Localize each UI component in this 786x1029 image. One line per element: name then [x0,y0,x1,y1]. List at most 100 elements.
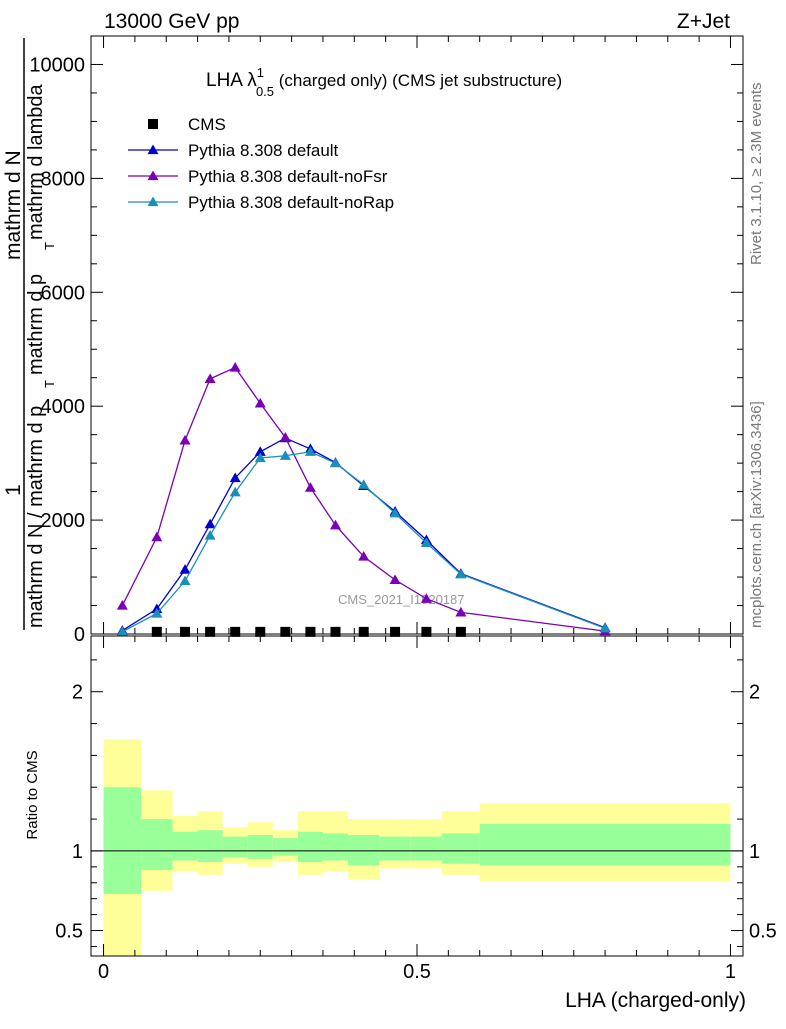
main-ytick-label: 4000 [41,396,86,418]
series-point [254,446,266,456]
series-point [389,574,401,585]
main-ytick-labels: 0 2000 4000 6000 8000 10000 [29,54,85,646]
chart-title: LHA λ1 0.5 (charged only) (CMS jet substr… [206,65,562,99]
series-point [229,472,241,483]
ylabel-sub-t-2: T [42,242,57,250]
legend-entry: Pythia 8.308 default-noFsr [128,167,388,186]
data-point [180,626,191,637]
main-ylabel: 1 mathrm d N / mathrm d p T mathrm d N m… [2,38,57,630]
series-point [304,482,316,492]
ratio-ytick-label-right: 1 [749,841,760,863]
data-point [330,626,341,637]
main-ytick-label: 0 [74,624,85,646]
data-point [205,626,216,637]
data-point [421,626,432,637]
ratio-bands [91,739,743,956]
x-tick-label: 1 [725,961,736,983]
ratio-frame [90,635,744,957]
ratio-green-band [247,835,273,859]
ratio-green-band [103,787,142,894]
series-point [358,551,370,561]
data-point [280,626,291,637]
ratio-ytick-label: 1 [72,841,83,863]
ratio-green-band [297,831,323,863]
series-point [116,600,128,610]
ratio-ytick-label-right: 0.5 [749,921,777,943]
ylabel-dlambda: mathrm d lambda [25,84,47,240]
ylabel-denominator: mathrm d N / mathrm d p [25,406,47,628]
series-3 [116,446,611,636]
legend-marker [147,196,159,207]
ratio-green-band [272,838,298,856]
ylabel-sub-t-1: T [42,380,57,388]
series-point [204,373,216,383]
x-axis-label: LHA (charged-only) [565,989,746,1012]
series-line [121,366,606,632]
series-point [455,568,467,579]
ratio-green-band [322,833,349,861]
series-point [116,626,128,636]
mcplots-label: mcplots.cern.ch [arXiv:1306.3436] [748,401,765,628]
series-point [420,593,432,603]
legend-marker [147,170,159,181]
series-point [455,606,467,617]
legend-marker [147,144,159,155]
series-point [599,622,611,633]
ratio-ytick-label: 0.5 [55,921,83,943]
legend-label: Pythia 8.308 default-noRap [188,193,394,212]
legend-label: Pythia 8.308 default-noFsr [188,167,388,186]
series-point [179,575,191,586]
series-point [330,519,341,530]
main-ytick-label: 2000 [41,510,86,532]
ratio-green-band [379,836,411,861]
series-point [179,564,191,574]
ratio-green-band [141,819,173,871]
title-rest: (charged only) (CMS jet substructure) [274,71,562,90]
legend-label: CMS [188,115,226,134]
x-tick-label: 0 [98,961,109,983]
main-ytick-label: 6000 [41,282,86,304]
series-point [254,452,266,463]
ylabel-dpt: mathrm d p [25,274,47,375]
main-ytick-label: 8000 [41,168,86,190]
legend-label: Pythia 8.308 default [188,141,339,160]
legend-marker [148,119,158,129]
ratio-ticks [91,636,743,956]
series-point [279,450,291,460]
main-series [116,361,611,637]
series-2 [116,361,611,636]
ratio-tick-labels: 0.5 0.5 1 1 2 2 [55,682,777,943]
data-point [358,626,369,637]
ratio-ytick-label: 2 [72,682,83,704]
title-sup: 1 [257,65,264,80]
ylabel-dN: mathrm d N [2,150,25,260]
header-left: 13000 GeV pp [104,10,239,33]
ratio-green-band [172,831,198,861]
series-point [204,529,216,540]
series-point [304,446,316,456]
data-point [390,626,401,637]
data-point [305,626,316,637]
data-point [151,626,162,637]
legend-entry: Pythia 8.308 default-noRap [128,193,394,212]
ratio-green-band [222,836,248,858]
series-point [204,518,216,529]
ratio-ytick-label-right: 2 [749,682,760,704]
title-main: LHA λ [206,70,257,91]
x-tick-label: 0.5 [403,961,431,983]
series-line [122,437,606,632]
title-sub: 0.5 [256,84,274,99]
legend-entry: Pythia 8.308 default [128,141,339,160]
series-0 [151,626,466,637]
series-point [330,457,341,468]
series-line [122,451,606,633]
series-point [254,397,266,408]
legend: CMS Pythia 8.308 default Pythia 8.308 defa… [128,115,394,212]
x-tick-labels: 0 0.5 1 [98,961,736,983]
legend-entry: CMS [148,115,226,134]
ratio-green-band [479,823,731,866]
series-point [279,432,291,442]
rivet-label: Rivet 3.1.10, ≥ 2.3M events [748,83,765,266]
series-point [151,531,163,542]
